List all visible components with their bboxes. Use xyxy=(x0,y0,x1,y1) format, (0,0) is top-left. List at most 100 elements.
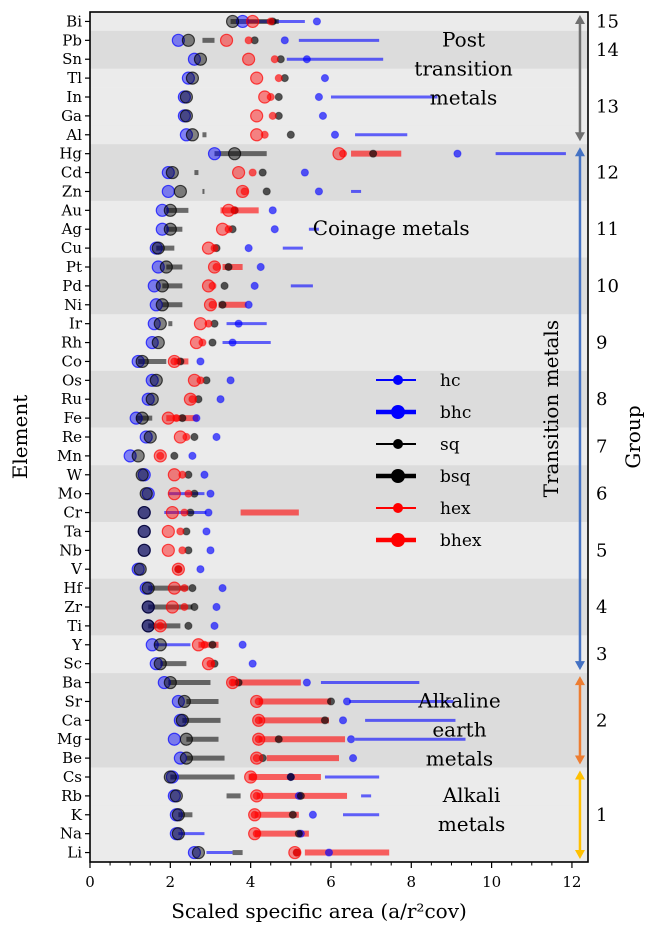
point-hc-Mn xyxy=(188,451,197,460)
row-band-Mn xyxy=(90,446,588,466)
point-sq-Ca xyxy=(320,716,330,725)
point-bsq-Cd xyxy=(165,165,179,180)
y-tick-label-Ni: Ni xyxy=(64,296,82,314)
point-sq-Hf xyxy=(188,584,197,593)
point-bsq-Ir xyxy=(153,317,167,331)
legend-label-sq: sq xyxy=(440,435,460,455)
point-hex-Tl xyxy=(274,74,283,83)
point-bhex-Nb xyxy=(161,543,175,557)
row-band-Pd xyxy=(90,276,588,296)
bracket-arrow-bottom-Alkaline earth metals xyxy=(574,755,585,765)
point-hc-Mo xyxy=(206,489,215,498)
point-sq-Cd xyxy=(258,168,267,177)
point-bsq-V xyxy=(133,562,147,576)
point-hex-Be xyxy=(252,754,261,763)
point-hex-Pt xyxy=(212,262,221,272)
point-hex-Nb xyxy=(178,546,187,555)
y-tick-label-Li: Li xyxy=(67,844,82,862)
point-hex-Cs xyxy=(248,772,257,782)
point-bsq-Hg xyxy=(227,147,242,161)
row-band-Bi xyxy=(90,12,588,32)
row-band-Os xyxy=(90,370,588,391)
row-band-Zr xyxy=(90,597,588,617)
point-bsq-Rb xyxy=(169,789,183,803)
y-tick-label-Mn: Mn xyxy=(57,447,82,465)
legend-marker-hex xyxy=(393,503,403,513)
y-tick-label-Zr: Zr xyxy=(64,598,82,616)
point-bhc-Co xyxy=(131,354,145,369)
point-hc-Ca xyxy=(338,716,348,725)
point-bhc-Zn xyxy=(161,184,175,199)
point-hc-Bi xyxy=(312,17,322,26)
point-bsq-Zn xyxy=(173,184,187,199)
y-tick-label-Tl: Tl xyxy=(67,69,82,87)
point-bhex-Cr xyxy=(165,505,179,520)
point-hex-K xyxy=(250,810,259,819)
point-hex-Al xyxy=(260,130,269,139)
row-band-Na xyxy=(90,824,588,844)
point-hex-Ga xyxy=(268,111,277,120)
annotation-text: earth xyxy=(432,717,486,741)
row-band-Zn xyxy=(90,182,588,202)
y-tick-label-Bi: Bi xyxy=(66,12,82,30)
point-hc-Co xyxy=(196,357,205,366)
point-sq-Rh xyxy=(208,338,217,347)
point-hc-Pd xyxy=(250,281,259,290)
point-bsq-Na xyxy=(171,827,185,841)
group-label-15: 15 xyxy=(596,11,619,32)
point-bhc-Sc xyxy=(149,657,163,671)
row-band-Pt xyxy=(90,257,588,277)
point-hc-Cu xyxy=(244,244,253,253)
point-hex-Pb xyxy=(244,36,253,45)
annotation-text: Post xyxy=(442,27,485,51)
group-label-7: 7 xyxy=(596,436,607,457)
point-bhc-Hg xyxy=(207,147,222,161)
row-band-Ca xyxy=(90,710,588,731)
point-bsq-Al xyxy=(185,128,200,142)
point-hex-Re xyxy=(182,432,191,442)
point-hc-Pb xyxy=(280,36,289,45)
point-bsq-Tl xyxy=(185,71,200,85)
row-band-Sc xyxy=(90,654,588,674)
row-band-Re xyxy=(90,427,588,447)
point-sq-K xyxy=(288,810,297,819)
point-bsq-Ru xyxy=(145,392,159,406)
point-sq-In xyxy=(274,92,283,102)
point-hex-Rh xyxy=(198,338,207,347)
row-band-Co xyxy=(90,352,588,372)
y-tick-label-Y: Y xyxy=(71,636,83,654)
point-hex-Hf xyxy=(180,584,189,593)
legend-marker-sq xyxy=(393,439,403,449)
point-hex-Mo xyxy=(184,489,193,498)
point-bsq-Y xyxy=(153,638,167,652)
point-bhex-Hf xyxy=(167,581,181,595)
point-sq-Zr xyxy=(190,602,199,612)
point-hex-Ag xyxy=(224,225,233,234)
annotation-text: transition xyxy=(414,56,513,80)
y-tick-label-Sr: Sr xyxy=(65,692,83,710)
point-hex-Au xyxy=(230,206,239,215)
point-sq-Zn xyxy=(262,187,271,196)
group-label-4: 4 xyxy=(596,597,607,618)
x-tick-label-6: 6 xyxy=(326,873,336,891)
y-tick-label-V: V xyxy=(70,560,83,578)
row-band-Mo xyxy=(90,484,588,504)
point-hc-Al xyxy=(330,130,340,139)
point-bsq-Au xyxy=(163,203,177,217)
point-sq-Rb xyxy=(296,791,305,800)
point-hex-Zr xyxy=(180,602,189,612)
point-hc-In xyxy=(314,92,324,102)
y-tick-label-Co: Co xyxy=(61,352,82,370)
y-tick-label-Rb: Rb xyxy=(61,787,82,805)
point-hc-Ta xyxy=(202,527,211,536)
point-hc-Tl xyxy=(320,74,330,83)
point-bsq-Ti xyxy=(141,619,155,633)
row-band-Ag xyxy=(90,219,588,239)
y-tick-label-Zn: Zn xyxy=(62,182,82,200)
row-band-Sr xyxy=(90,692,588,712)
point-bhc-Tl xyxy=(181,71,195,85)
point-bsq-Pb xyxy=(181,33,195,47)
point-hc-W xyxy=(200,470,209,479)
bracket-arrow-bottom-Post transition metals xyxy=(574,132,585,142)
point-hex-Ba xyxy=(228,678,237,687)
